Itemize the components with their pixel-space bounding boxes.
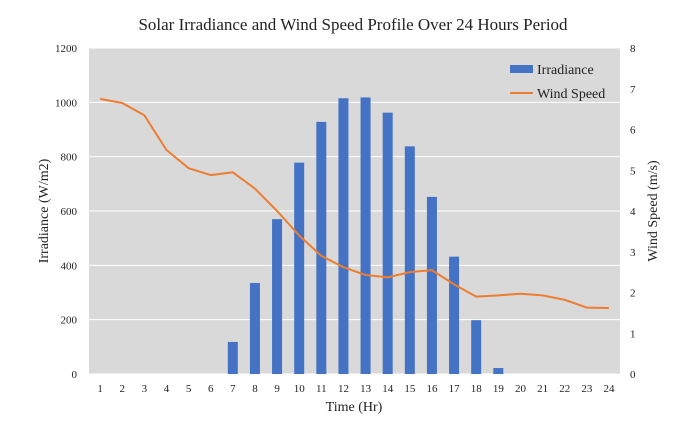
x-tick-label: 14 xyxy=(382,383,394,395)
left-tick-label: 0 xyxy=(72,369,78,381)
x-tick-label: 23 xyxy=(581,383,593,395)
right-tick-label: 7 xyxy=(630,84,636,96)
irradiance-bar xyxy=(316,121,327,374)
x-tick-label: 1 xyxy=(97,383,103,395)
irradiance-bar xyxy=(294,162,305,374)
legend-irradiance-swatch xyxy=(510,65,533,73)
x-tick-label: 16 xyxy=(426,383,438,395)
irradiance-bars xyxy=(227,97,504,375)
x-tick-label: 21 xyxy=(537,383,548,395)
x-tick-label: 12 xyxy=(338,383,349,395)
wind-speed-line-layer xyxy=(99,97,609,309)
x-tick-label: 6 xyxy=(208,383,214,395)
x-tick-label: 7 xyxy=(230,383,236,395)
x-tick-label: 24 xyxy=(603,383,615,395)
irradiance-bar xyxy=(249,282,260,374)
irradiance-bar xyxy=(449,256,460,374)
irradiance-bar xyxy=(338,98,349,374)
irradiance-bar xyxy=(404,146,415,374)
x-tick-label: 4 xyxy=(164,383,170,395)
irradiance-bar xyxy=(360,97,371,375)
x-tick-label: 5 xyxy=(186,383,192,395)
chart-title: Solar Irradiance and Wind Speed Profile … xyxy=(138,15,568,34)
right-tick-label: 0 xyxy=(630,369,636,381)
irradiance-bar xyxy=(426,196,437,374)
legend: Irradiance Wind Speed xyxy=(510,63,605,102)
wind-speed-line xyxy=(99,97,609,309)
x-tick-label: 13 xyxy=(360,383,372,395)
right-tick-label: 3 xyxy=(630,247,636,259)
left-tick-label: 1200 xyxy=(55,43,78,55)
x-tick-label: 17 xyxy=(449,383,461,395)
x-tick-label: 11 xyxy=(316,383,327,395)
x-axis-ticks: 1 2 3 4 5 6 7 8 9 10 11 12 13 14 15 16 17 18 19 20 21 22 23 24 xyxy=(97,383,615,395)
right-tick-label: 4 xyxy=(630,206,636,218)
x-tick-label: 18 xyxy=(471,383,483,395)
x-tick-label: 22 xyxy=(559,383,570,395)
x-axis-label: Time (Hr) xyxy=(326,400,383,415)
left-axis-ticks: 0 200 400 600 800 1000 1200 xyxy=(55,43,78,381)
legend-wind-speed-label: Wind Speed xyxy=(537,87,605,102)
left-tick-label: 600 xyxy=(61,206,78,218)
x-tick-label: 3 xyxy=(142,383,148,395)
irradiance-bar xyxy=(382,112,393,374)
x-tick-label: 10 xyxy=(294,383,306,395)
left-tick-label: 800 xyxy=(61,152,78,164)
right-tick-label: 8 xyxy=(630,43,636,55)
irradiance-bar xyxy=(227,341,238,374)
x-tick-label: 15 xyxy=(404,383,416,395)
irradiance-bar xyxy=(272,219,283,374)
right-tick-label: 6 xyxy=(630,125,636,137)
left-tick-label: 400 xyxy=(61,260,78,272)
right-axis-ticks: 0 1 2 3 4 5 6 7 8 xyxy=(630,43,636,381)
right-axis-label: Wind Speed (m/s) xyxy=(646,160,661,262)
left-tick-label: 200 xyxy=(61,315,78,327)
legend-irradiance-label: Irradiance xyxy=(537,63,594,78)
irradiance-bar xyxy=(493,368,504,374)
left-axis-label: Irradiance (W/m2) xyxy=(37,158,52,263)
x-tick-label: 2 xyxy=(119,383,125,395)
right-tick-label: 1 xyxy=(630,328,636,340)
right-tick-label: 5 xyxy=(630,165,636,177)
x-tick-label: 20 xyxy=(515,383,527,395)
x-tick-label: 9 xyxy=(274,383,280,395)
right-tick-label: 2 xyxy=(630,288,636,300)
x-tick-label: 8 xyxy=(252,383,258,395)
gridlines xyxy=(89,47,620,375)
left-tick-label: 1000 xyxy=(55,97,78,109)
irradiance-bar xyxy=(471,320,482,374)
x-tick-label: 19 xyxy=(493,383,505,395)
